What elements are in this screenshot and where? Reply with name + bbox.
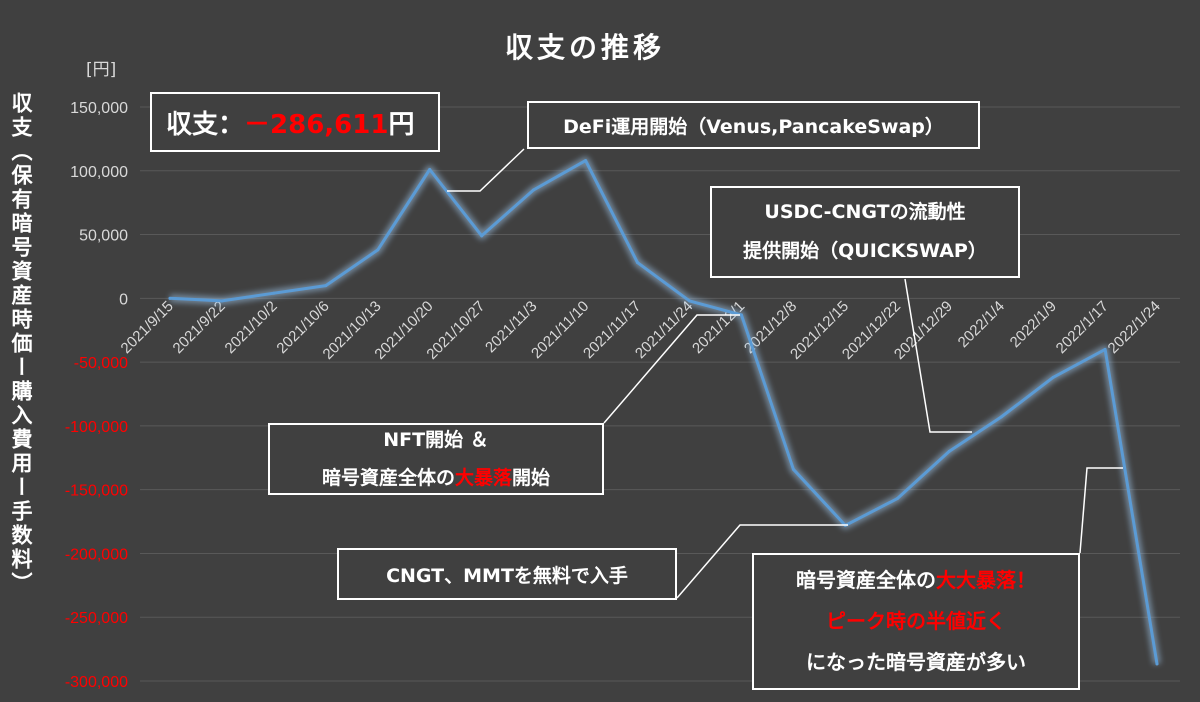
annotation-text: 暗号資産全体の [321, 467, 455, 489]
y-unit-label: [円] [86, 60, 117, 80]
data-point [895, 497, 899, 501]
data-point [687, 299, 691, 303]
annotation-text: 開始 [512, 467, 551, 489]
x-tick-labels: 2021/9/152021/9/222021/10/22021/10/62021… [118, 298, 1164, 363]
data-point [272, 291, 276, 295]
annotation-nft-start: NFT開始 ＆ 暗号資産全体の大暴落開始 [268, 423, 604, 495]
data-point [324, 284, 328, 288]
x-tick-label: 2022/1/9 [1007, 298, 1060, 351]
annotation-text: USDC-CNGTの流動性 [764, 201, 966, 223]
data-point [480, 234, 484, 238]
annotation-line: 収支：－286,611円 [166, 104, 414, 141]
annotation-highlight-text: 大暴落 [454, 467, 512, 489]
data-point [947, 449, 951, 453]
y-tick-label: -200,000 [65, 546, 128, 563]
y-tick-label: 50,000 [79, 228, 128, 245]
annotation-text: CNGT、MMTを無料で入手 [386, 564, 628, 587]
y-tick-label: 100,000 [70, 164, 128, 181]
data-point [791, 467, 795, 471]
annotation-highlight-text: 大大暴落！ [936, 568, 1036, 592]
data-point [220, 299, 224, 303]
annotation-connectors [447, 148, 1123, 599]
connector-defi [447, 148, 525, 192]
chart-title: 収支の推移 [504, 31, 665, 64]
y-tick-label: 0 [119, 291, 128, 308]
y-tick-label: -250,000 [65, 610, 128, 627]
data-point [428, 168, 432, 172]
annotation-line: CNGT、MMTを無料で入手 [386, 561, 628, 588]
annotation-line: NFT開始 ＆ [383, 421, 488, 459]
annotation-line: ピーク時の半値近く [826, 601, 1006, 642]
annotation-text: になった暗号資産が多い [806, 650, 1026, 674]
annotation-text: 円 [388, 109, 415, 140]
annotation-line: DeFi運用開始（Venus,PancakeSwap） [563, 112, 944, 139]
x-tick-label: 2022/1/4 [955, 298, 1008, 351]
annotation-defi-start: DeFi運用開始（Venus,PancakeSwap） [527, 101, 980, 149]
data-point [636, 261, 640, 265]
data-point [376, 248, 380, 252]
annotation-line: 暗号資産全体の大大暴落！ [796, 560, 1036, 601]
annotation-line: 暗号資産全体の大暴落開始 [322, 459, 550, 497]
annotation-line: 提供開始（QUICKSWAP） [743, 232, 987, 271]
y-tick-label: 150,000 [70, 100, 128, 117]
x-tick-label: 2021/10/2 [222, 298, 281, 357]
annotation-market-crash: 暗号資産全体の大大暴落！ ピーク時の半値近く になった暗号資産が多い [752, 553, 1080, 690]
annotation-highlight-text: －286,611 [244, 109, 389, 140]
annotation-free-tokens: CNGT、MMTを無料で入手 [337, 548, 677, 600]
annotation-liquidity-start: USDC-CNGTの流動性 提供開始（QUICKSWAP） [710, 186, 1020, 278]
annotation-line: になった暗号資産が多い [806, 642, 1026, 683]
series-line-balance [168, 159, 1159, 666]
annotation-line: USDC-CNGTの流動性 [764, 193, 965, 232]
data-point [532, 188, 536, 192]
y-axis-title: 収支（保有暗号資産時価ー購入費用ー手数料） [9, 92, 33, 596]
data-point [168, 296, 172, 300]
annotation-text: 収支： [166, 109, 245, 140]
data-point [999, 415, 1003, 419]
data-point [739, 313, 743, 317]
y-tick-label: -50,000 [74, 355, 128, 372]
annotation-text: DeFi運用開始（Venus,PancakeSwap） [563, 115, 944, 138]
annotation-text: 暗号資産全体の [796, 568, 936, 592]
connector-usdc [904, 278, 972, 433]
connector-crash [1079, 467, 1123, 554]
data-point [584, 159, 588, 163]
annotation-highlight-text: ピーク時の半値近く [826, 609, 1006, 633]
data-point [1103, 347, 1107, 351]
annotation-text: 提供開始（QUICKSWAP） [743, 240, 987, 262]
annotation-text: NFT開始 ＆ [383, 429, 489, 451]
y-tick-labels: 150,000 100,000 50,000 0 -50,000 -100,000 -150… [65, 100, 128, 691]
connector-nft [603, 314, 740, 424]
y-tick-label: -300,000 [65, 674, 128, 691]
summary-box: 収支：－286,611円 [150, 92, 440, 152]
connector-cngt [676, 524, 848, 599]
y-tick-label: -150,000 [65, 483, 128, 500]
data-point [1155, 662, 1159, 666]
y-tick-label: -100,000 [65, 419, 128, 436]
x-tick-label: 2022/1/24 [1105, 298, 1164, 357]
data-point [1051, 375, 1055, 379]
x-tick-label: 2021/9/22 [170, 298, 229, 357]
